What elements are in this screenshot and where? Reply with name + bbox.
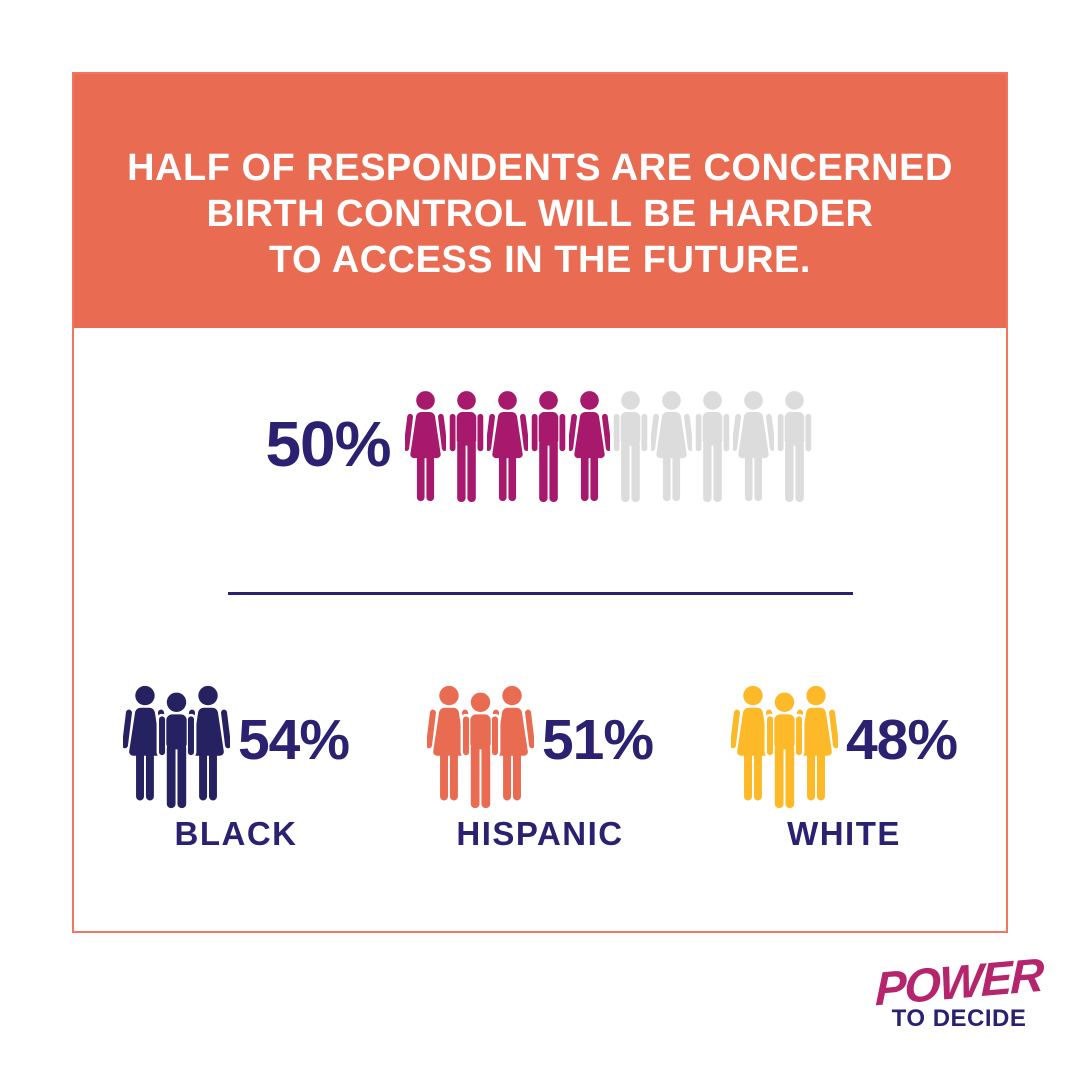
overall-percentage: 50%	[265, 408, 391, 480]
empty-man-icon	[774, 390, 815, 504]
demographic-groups-row: 54% BLACK 51% HISPANIC 48% WHITE	[74, 683, 1006, 853]
filled-woman-icon	[569, 390, 610, 504]
group-hispanic-stat: 51%	[427, 683, 654, 811]
filled-woman-icon	[487, 390, 528, 504]
group-white-percentage: 48%	[845, 707, 958, 772]
power-to-decide-logo: POWER TO DECIDE	[874, 948, 1044, 1032]
filled-woman-icon	[405, 390, 446, 504]
headline-line-1: HALF OF RESPONDENTS ARE CONCERNED	[127, 147, 953, 189]
headline-line-2: BIRTH CONTROL WILL BE HARDER	[206, 193, 874, 235]
group-hispanic: 51% HISPANIC	[427, 683, 654, 853]
empty-woman-icon	[733, 390, 774, 504]
group-black-stat: 54%	[123, 683, 350, 811]
people-cluster-icon	[731, 683, 838, 811]
empty-man-icon	[692, 390, 733, 504]
group-hispanic-percentage: 51%	[541, 707, 654, 772]
people-cluster-icon	[427, 683, 534, 811]
empty-man-icon	[610, 390, 651, 504]
logo-wordmark-power: POWER	[875, 947, 1043, 1016]
group-white: 48% WHITE	[731, 683, 958, 853]
section-divider	[227, 592, 853, 595]
group-white-stat: 48%	[731, 683, 958, 811]
overall-stat-row: 50%	[74, 390, 1006, 504]
empty-woman-icon	[651, 390, 692, 504]
group-black: 54% BLACK	[123, 683, 350, 853]
group-black-label: BLACK	[174, 815, 298, 852]
group-white-label: WHITE	[787, 815, 901, 852]
pictogram-row	[405, 390, 815, 504]
group-hispanic-label: HISPANIC	[456, 815, 624, 852]
group-black-percentage: 54%	[237, 707, 350, 772]
filled-man-icon	[446, 390, 487, 504]
headline-line-3: TO ACCESS IN THE FUTURE.	[269, 239, 811, 281]
filled-man-icon	[528, 390, 569, 504]
headline-banner: HALF OF RESPONDENTS ARE CONCERNED BIRTH …	[74, 74, 1006, 328]
infographic-card: HALF OF RESPONDENTS ARE CONCERNED BIRTH …	[72, 72, 1008, 933]
people-cluster-icon	[123, 683, 230, 811]
logo-tagline-to-decide: TO DECIDE	[891, 1005, 1027, 1032]
